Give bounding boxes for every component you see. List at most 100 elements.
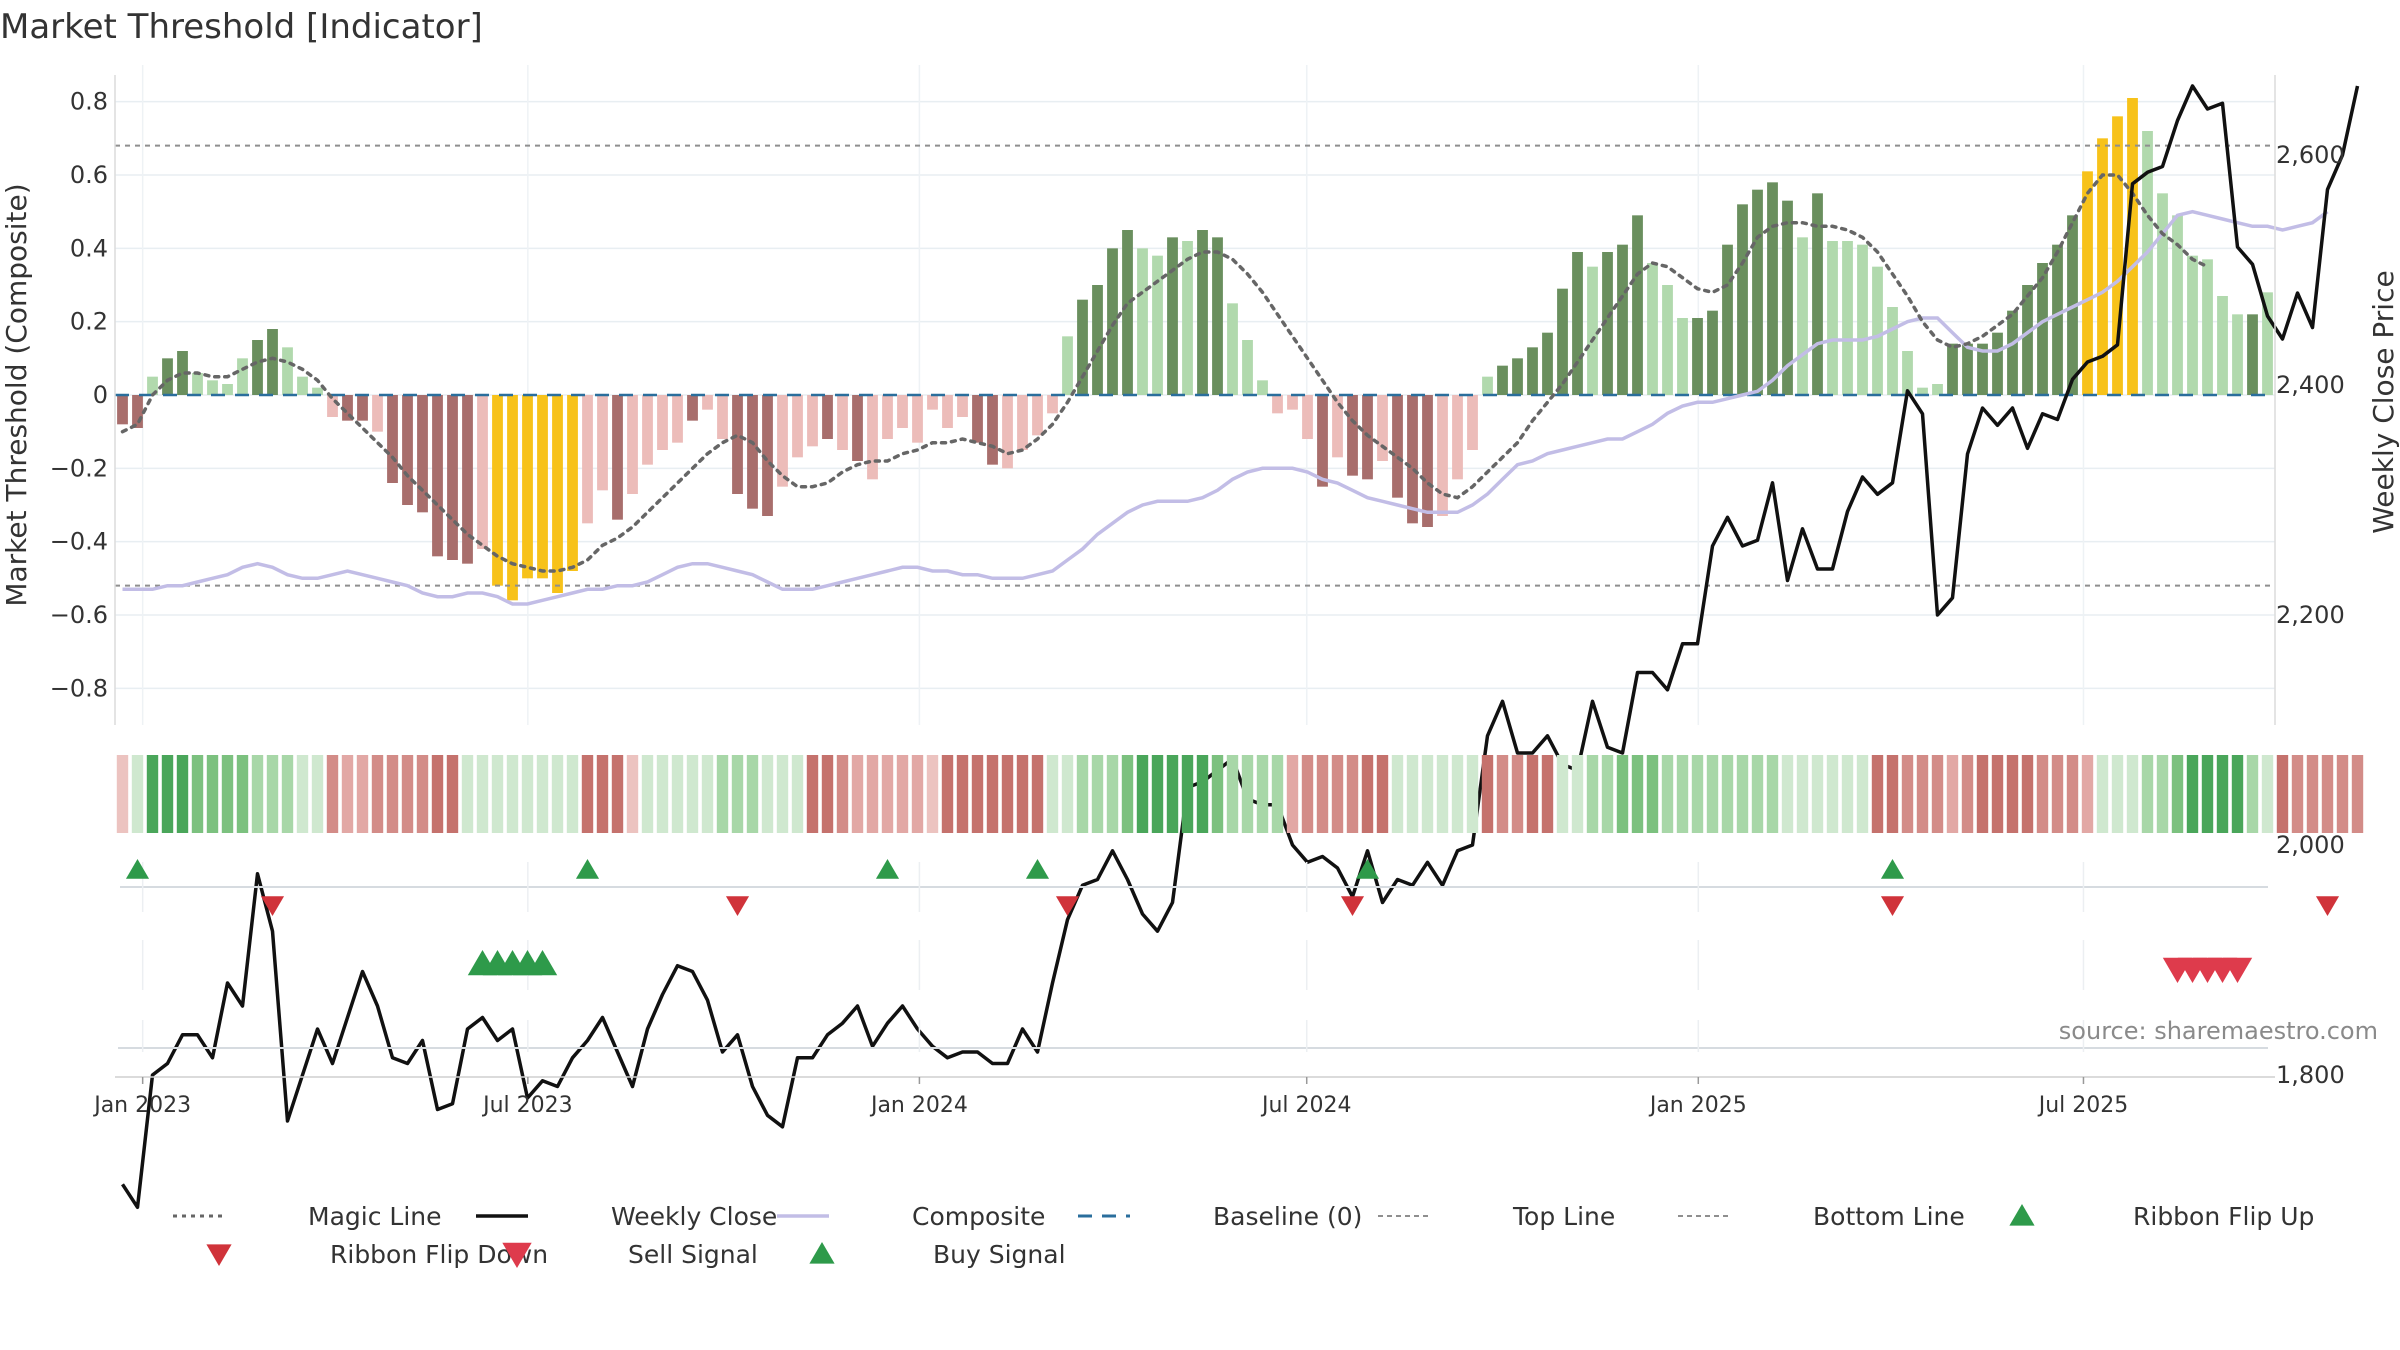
ribbon-cell (536, 755, 549, 833)
legend-item: Buy Signal (809, 1240, 1066, 1269)
composite-bar (342, 395, 353, 421)
ribbon-cell (116, 755, 129, 833)
composite-bar (1272, 395, 1283, 414)
ribbon-cell (386, 755, 399, 833)
composite-bar (2127, 98, 2138, 395)
ribbon-cell (1976, 755, 1989, 833)
composite-bar (207, 380, 218, 395)
ribbon-cell (326, 755, 339, 833)
ribbon-cell (1691, 755, 1704, 833)
ribbon-cell (1721, 755, 1734, 833)
x-tick-label: Jan 2025 (1648, 1093, 1747, 1118)
composite-bar (1632, 215, 1643, 395)
ribbon-cell (1811, 755, 1824, 833)
ribbon-cell (2066, 755, 2079, 833)
composite-bar (267, 329, 278, 395)
source-credit: source: sharemaestro.com (2059, 1017, 2378, 1045)
legend-label: Baseline (0) (1213, 1202, 1362, 1231)
composite-bar (1452, 395, 1463, 480)
ribbon-cell (1631, 755, 1644, 833)
x-tick-label: Jul 2025 (2037, 1093, 2129, 1118)
ribbon-cell (1676, 755, 1689, 833)
ribbon-cell (1061, 755, 1074, 833)
y-tick-label: 0.2 (70, 308, 108, 336)
ribbon-cell (641, 755, 654, 833)
y-tick-label: 0.6 (70, 161, 108, 189)
ribbon-cell (1556, 755, 1569, 833)
composite-bar (492, 395, 503, 586)
ribbon-cell (1436, 755, 1449, 833)
ribbon-cell (1736, 755, 1749, 833)
ribbon-flip-up-marker (575, 859, 600, 879)
ribbon-cell (2246, 755, 2259, 833)
legend-item: Magic Line (173, 1202, 442, 1231)
composite-bar (1782, 200, 1793, 395)
composite-bar (582, 395, 593, 524)
ribbon-cell (2321, 755, 2334, 833)
composite-bar (507, 395, 518, 601)
ribbon-cell (1916, 755, 1929, 833)
composite-bar (2052, 244, 2063, 395)
composite-bar (1467, 395, 1478, 450)
composite-bar (1377, 395, 1388, 461)
ribbon-cell (1301, 755, 1314, 833)
ribbon-flip-down-marker (2315, 896, 2340, 916)
y-tick-label: 0.4 (70, 234, 108, 262)
composite-bar (822, 395, 833, 439)
composite-bar (1857, 244, 1868, 395)
ribbon-cell (1961, 755, 1974, 833)
y2-axis-label: Weekly Close Price (2367, 270, 2400, 533)
composite-bar (2202, 259, 2213, 395)
ribbon-cell (1541, 755, 1554, 833)
ribbon-cell (266, 755, 279, 833)
composite-bar (1002, 395, 1013, 469)
ribbon-cell (461, 755, 474, 833)
composite-bar (2187, 255, 2198, 395)
composite-bar (462, 395, 473, 564)
composite-bar (612, 395, 623, 520)
weekly-close-line (121, 84, 2360, 1210)
composite-bar (1617, 244, 1628, 395)
composite-bar (432, 395, 443, 557)
ribbon-cell (1406, 755, 1419, 833)
ribbon-cell (1106, 755, 1119, 833)
composite-bar (402, 395, 413, 505)
composite-bar (1017, 395, 1028, 450)
composite-bar (117, 395, 128, 425)
ribbon-cell (2111, 755, 2124, 833)
composite-bar (147, 376, 158, 395)
buy-signal-marker (527, 950, 558, 976)
ribbon-cell (161, 755, 174, 833)
composite-bar (2007, 310, 2018, 395)
ribbon-cell (1871, 755, 1884, 833)
ribbon-cell (341, 755, 354, 833)
ribbon-cell (1271, 755, 1284, 833)
ribbon-cell (1256, 755, 1269, 833)
ribbon-cell (1766, 755, 1779, 833)
ribbon-cell (2051, 755, 2064, 833)
ribbon-cell (866, 755, 879, 833)
composite-bar (747, 395, 758, 509)
composite-bar (1092, 285, 1103, 395)
composite-bar (1707, 310, 1718, 395)
composite-bar (867, 395, 878, 480)
ribbon-flip-down-marker (260, 896, 285, 916)
composite-bar (1767, 182, 1778, 395)
composite-bar (927, 395, 938, 410)
legend-item: Sell Signal (502, 1240, 758, 1269)
composite-bar (1677, 318, 1688, 395)
ribbon-flip-up-marker (875, 859, 900, 879)
composite-bar (1167, 237, 1178, 395)
ribbon-flip-down-marker (1340, 896, 1365, 916)
ribbon-cell (1511, 755, 1524, 833)
legend-item: Ribbon Flip Up (2009, 1202, 2314, 1231)
legend-item: Baseline (0) (1078, 1202, 1362, 1231)
ribbon-cell (1166, 755, 1179, 833)
y2-tick-label: 2,200 (2276, 601, 2345, 629)
ribbon-cell (176, 755, 189, 833)
legend-label: Bottom Line (1813, 1202, 1965, 1231)
composite-bar (2247, 314, 2258, 395)
composite-bar (1212, 237, 1223, 395)
composite-bar (942, 395, 953, 428)
composite-bar (1227, 303, 1238, 395)
